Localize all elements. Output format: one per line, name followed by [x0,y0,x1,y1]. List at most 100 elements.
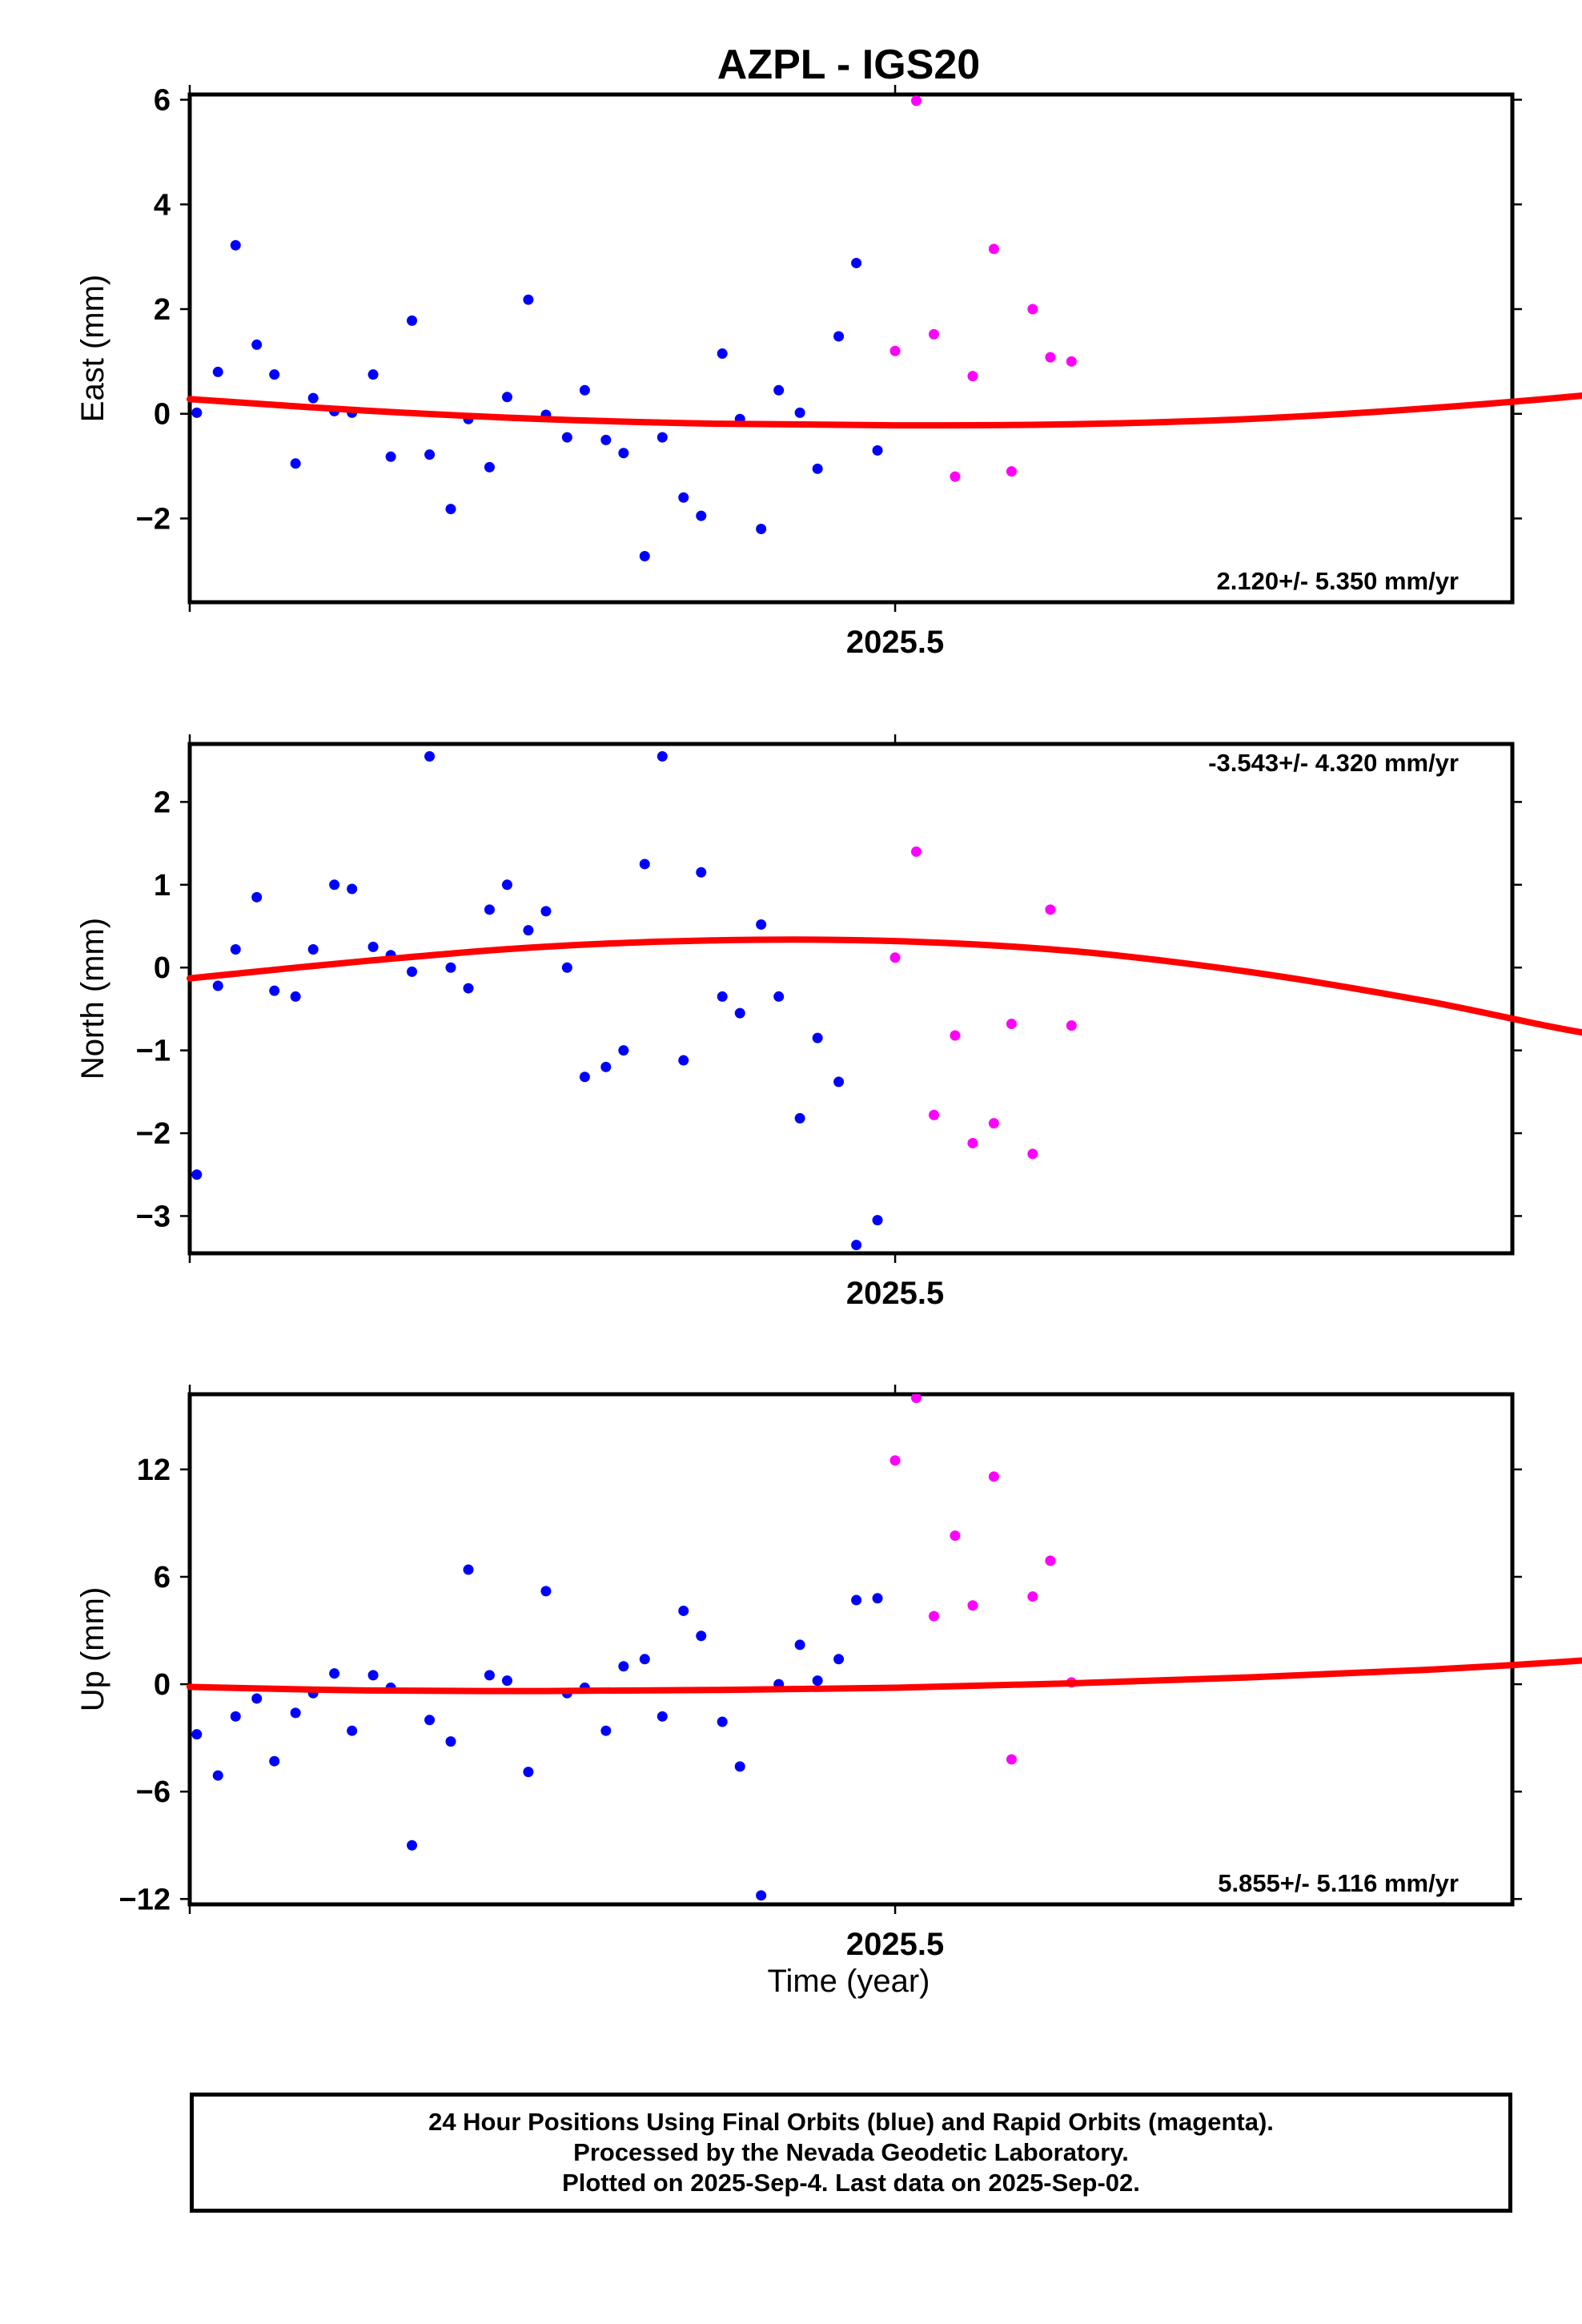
final-orbit-point [424,1715,436,1726]
final-orbit-point [58,553,68,563]
final-orbit-point [773,991,785,1002]
final-orbit-point [18,1638,29,1648]
y-axis-label: North (mm) [75,918,110,1080]
final-orbit-point [329,1668,340,1679]
final-orbit-point [678,1605,689,1616]
trend-fit-line [187,392,1582,429]
rapid-orbit-point [967,371,978,382]
final-orbit-point [385,451,396,462]
final-orbit-point [618,448,629,459]
final-orbit-point [618,1045,629,1056]
final-orbit-point [523,1767,534,1778]
final-orbit-point [523,925,534,936]
final-orbit-point [678,1055,689,1066]
panel-1: 2025.5 −2 0 2 4 6 East (mm) 2.120+/- 5.350 mm/y… [18,84,1582,660]
final-orbit-point [191,407,203,418]
rapid-orbit-point [1027,304,1038,315]
final-orbit-point [833,331,845,342]
final-orbit-point [58,1012,68,1023]
y-tick-label: 0 [154,398,171,432]
final-orbit-point [212,980,223,991]
final-orbit-point [307,943,319,955]
final-orbit-point [290,1707,301,1719]
rapid-orbit-point [929,1109,940,1120]
final-orbit-point [794,1112,805,1124]
final-orbit-point [445,962,456,973]
final-orbit-point [484,904,495,915]
final-orbit-point [135,1659,146,1670]
final-orbit-point [656,751,668,762]
final-orbit-point [756,523,767,534]
final-orbit-point [540,1586,552,1597]
rapid-orbit-point [1006,1754,1017,1765]
rapid-orbit-point [1045,904,1056,915]
rapid-orbit-point [988,1471,999,1482]
final-orbit-point [174,1781,184,1791]
final-orbit-point [0,936,8,947]
rapid-orbit-point [950,471,961,482]
rapid-orbit-point [1006,466,1017,477]
final-orbit-point [717,1716,728,1727]
final-orbit-point [135,448,146,458]
y-tick-label: −1 [136,1035,171,1068]
final-orbit-point [36,994,46,1004]
final-orbit-point [329,879,340,891]
final-orbit-point [600,1725,612,1736]
final-orbit-point [463,983,474,994]
final-orbit-point [696,866,707,878]
y-tick-label: −12 [119,1883,171,1916]
final-orbit-point [618,1661,629,1672]
final-orbit-point [251,891,263,903]
final-orbit-point [18,416,29,427]
y-tick-label: 1 [154,869,171,903]
final-orbit-point [484,461,495,472]
final-orbit-point [307,392,319,404]
final-orbit-point [96,1727,106,1738]
rapid-orbit-point [988,243,999,255]
y-tick-label: 0 [154,1668,171,1702]
y-tick-label: 6 [154,84,171,118]
final-orbit-point [114,398,124,408]
final-orbit-point [600,1061,612,1072]
final-orbit-point [773,384,785,396]
final-orbit-point [114,881,124,891]
final-orbit-point [153,329,163,340]
y-tick-label: 6 [154,1561,171,1594]
final-orbit-point [424,449,436,460]
final-orbit-point [756,919,767,930]
final-orbit-point [678,492,689,503]
y-tick-label: −6 [136,1775,171,1809]
panel-2: 2025.5 −3 −2 −1 0 1 2 North (mm) -3.543+/- 4.320… [0,734,1582,1311]
final-orbit-point [717,348,728,360]
plot-frame [187,92,1515,605]
rapid-orbit-point [950,1030,961,1041]
final-orbit-point [174,983,184,994]
final-orbit-point [833,1654,845,1665]
y-tick-label: −2 [136,502,171,536]
final-orbit-point [851,1594,862,1606]
final-orbit-point [656,432,668,443]
rapid-orbit-point [967,1137,978,1148]
final-orbit-point [540,906,552,917]
final-orbit-point [463,1564,474,1575]
final-orbit-point [579,1072,590,1083]
final-orbit-point [114,1690,124,1700]
final-orbit-point [794,1639,805,1651]
final-orbit-point [579,384,590,396]
final-orbit-point [561,962,572,973]
final-orbit-point [424,751,436,762]
y-tick-label: −3 [136,1200,171,1233]
velocity-rate-label: 2.120+/- 5.350 mm/yr [1217,567,1459,595]
final-orbit-point [696,1630,707,1642]
final-orbit-point [872,1593,883,1604]
rapid-orbit-point [910,95,921,107]
plot-frame [187,1392,1515,1907]
final-orbit-point [501,1675,512,1687]
final-orbit-point [812,1675,823,1687]
final-orbit-point [251,339,263,350]
rapid-orbit-point [911,1394,921,1403]
final-orbit-point [696,510,707,521]
final-orbit-point [851,257,862,268]
final-orbit-point [639,550,650,561]
